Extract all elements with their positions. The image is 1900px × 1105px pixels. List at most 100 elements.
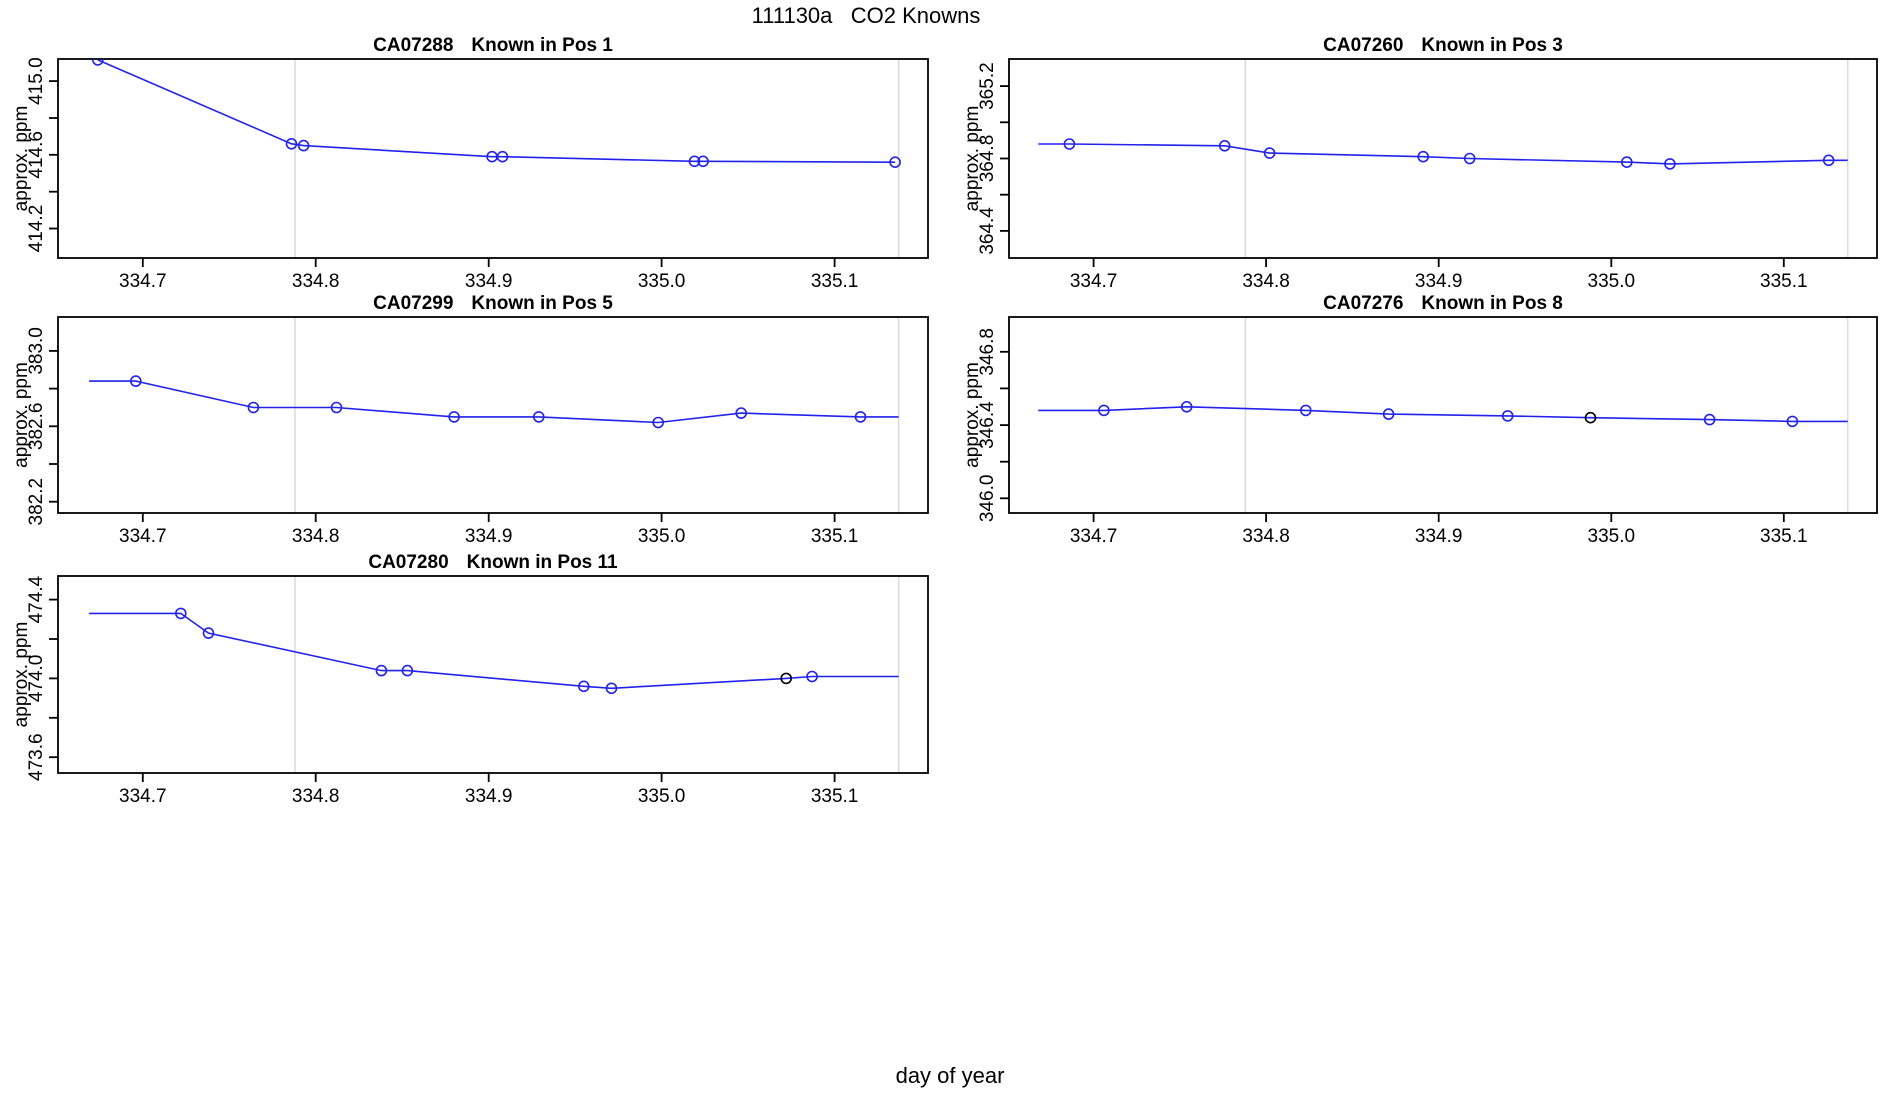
x-tick-label: 334.8 xyxy=(292,271,340,292)
plot-title: CA07276 Known in Pos 8 xyxy=(1323,293,1563,314)
x-tick-label: 334.7 xyxy=(119,786,167,807)
data-point-blue xyxy=(1063,138,1076,150)
y-tick-label: 414.6 xyxy=(26,131,47,179)
data-point-blue xyxy=(1664,158,1676,170)
plot-CA07299: 334.7 334.8 334.9 335.0 335.1 382.2 382.6 383.0… xyxy=(11,293,929,547)
data-point-black xyxy=(780,672,793,685)
x-tick-label: 335.0 xyxy=(1588,526,1636,547)
data-point-blue xyxy=(532,411,545,423)
data-point-blue xyxy=(130,375,142,387)
data-point-blue xyxy=(330,401,343,414)
data-point-blue xyxy=(577,680,590,693)
plot-box xyxy=(1008,58,1878,259)
y-tick-label: 383.0 xyxy=(26,327,47,375)
data-point-blue xyxy=(175,607,187,620)
plot-box xyxy=(57,316,929,514)
x-tick-label: 334.7 xyxy=(119,271,167,292)
x-tick-label: 334.7 xyxy=(119,526,167,547)
series-group xyxy=(92,59,901,168)
plot-title-pos: Known in Pos 1 xyxy=(471,35,613,56)
plot-title: CA07299 Known in Pos 5 xyxy=(373,293,613,314)
y-tick-label: 473.6 xyxy=(26,733,47,781)
x-tick-label: 335.0 xyxy=(1588,271,1636,292)
plot-title-pos: Known in Pos 11 xyxy=(467,552,618,573)
series-line xyxy=(1038,143,1848,165)
data-point-blue xyxy=(401,664,414,677)
data-point-blue xyxy=(806,670,818,683)
data-point-blue xyxy=(652,416,665,429)
y-tick-label: 346.0 xyxy=(977,475,998,523)
plot-title-pos: Known in Pos 5 xyxy=(471,293,613,314)
series-group xyxy=(89,607,899,695)
x-tick-label: 334.9 xyxy=(465,786,513,807)
data-point-blue xyxy=(697,155,709,168)
plot-title: CA07288 Known in Pos 1 xyxy=(373,35,613,56)
data-point-blue xyxy=(688,155,701,168)
plot-box xyxy=(57,575,929,774)
data-point-blue xyxy=(1417,150,1429,163)
x-tick-label: 334.9 xyxy=(1415,271,1463,292)
data-point-blue xyxy=(496,150,509,163)
x-tick-label: 334.8 xyxy=(292,786,340,807)
y-axis-title: approx. ppm xyxy=(11,106,32,212)
data-point-black xyxy=(1584,411,1597,424)
x-tick-label: 334.7 xyxy=(1070,526,1118,547)
y-tick-label: 415.0 xyxy=(26,57,47,105)
data-point-blue xyxy=(889,156,901,168)
series-group xyxy=(89,375,899,429)
data-point-blue xyxy=(1218,140,1231,152)
data-point-blue xyxy=(1786,415,1799,428)
plot-title: CA07260 Known in Pos 3 xyxy=(1323,35,1563,56)
series-group xyxy=(1038,138,1848,170)
data-point-blue xyxy=(1621,156,1633,168)
data-point-blue xyxy=(92,59,104,66)
plot-box xyxy=(57,58,929,259)
data-point-blue xyxy=(1822,154,1835,167)
y-axis-title: approx. ppm xyxy=(962,106,983,212)
y-tick-label: 382.2 xyxy=(26,478,47,526)
plot-title: CA07280 Known in Pos 11 xyxy=(368,552,618,573)
y-tick-label: 346.4 xyxy=(977,401,998,449)
data-point-blue xyxy=(1382,408,1395,420)
data-point-blue xyxy=(1180,400,1193,413)
data-point-blue xyxy=(247,401,260,414)
plot-title-id: CA07288 xyxy=(373,35,453,56)
x-tick-label: 334.8 xyxy=(1242,271,1290,292)
plot-CA07280: 334.7 334.8 334.9 335.0 335.1 473.6 474.0 474.4… xyxy=(11,552,929,807)
x-tick-label: 334.9 xyxy=(1415,526,1463,547)
data-point-blue xyxy=(202,627,215,639)
series-line xyxy=(1038,405,1848,423)
x-tick-label: 335.1 xyxy=(1760,271,1808,292)
plot-title-pos: Known in Pos 3 xyxy=(1421,35,1562,56)
y-tick-label: 364.8 xyxy=(977,135,998,183)
data-point-blue xyxy=(605,682,618,695)
data-point-blue xyxy=(448,411,460,423)
x-tick-label: 335.1 xyxy=(1760,526,1808,547)
series-group xyxy=(1038,400,1848,428)
plot-title-id: CA07260 xyxy=(1323,35,1403,56)
y-axis-title: approx. ppm xyxy=(11,622,32,728)
x-tick-label: 335.1 xyxy=(811,526,859,547)
data-point-blue xyxy=(1463,152,1476,165)
x-tick-label: 335.0 xyxy=(638,786,686,807)
data-point-blue xyxy=(297,139,310,152)
data-point-blue xyxy=(1501,410,1514,422)
data-point-blue xyxy=(1263,147,1276,159)
series-line xyxy=(97,59,896,163)
series-line xyxy=(89,380,899,424)
plot-CA07260: 334.7 334.8 334.9 335.0 335.1 364.4 364.8 365.2… xyxy=(962,35,1878,292)
x-tick-label: 334.9 xyxy=(465,271,513,292)
figure-title: 111130a CO2 Knowns xyxy=(751,3,981,28)
data-point-blue xyxy=(375,664,388,677)
y-tick-label: 346.8 xyxy=(977,328,998,376)
x-tick-label: 335.0 xyxy=(638,526,686,547)
y-tick-label: 474.4 xyxy=(26,575,47,623)
x-tick-label: 334.7 xyxy=(1070,271,1118,292)
data-point-blue xyxy=(1703,413,1716,426)
plot-box xyxy=(1008,316,1878,514)
data-point-blue xyxy=(735,407,748,419)
x-tick-label: 335.1 xyxy=(811,786,859,807)
y-axis-title: approx. ppm xyxy=(962,362,983,468)
